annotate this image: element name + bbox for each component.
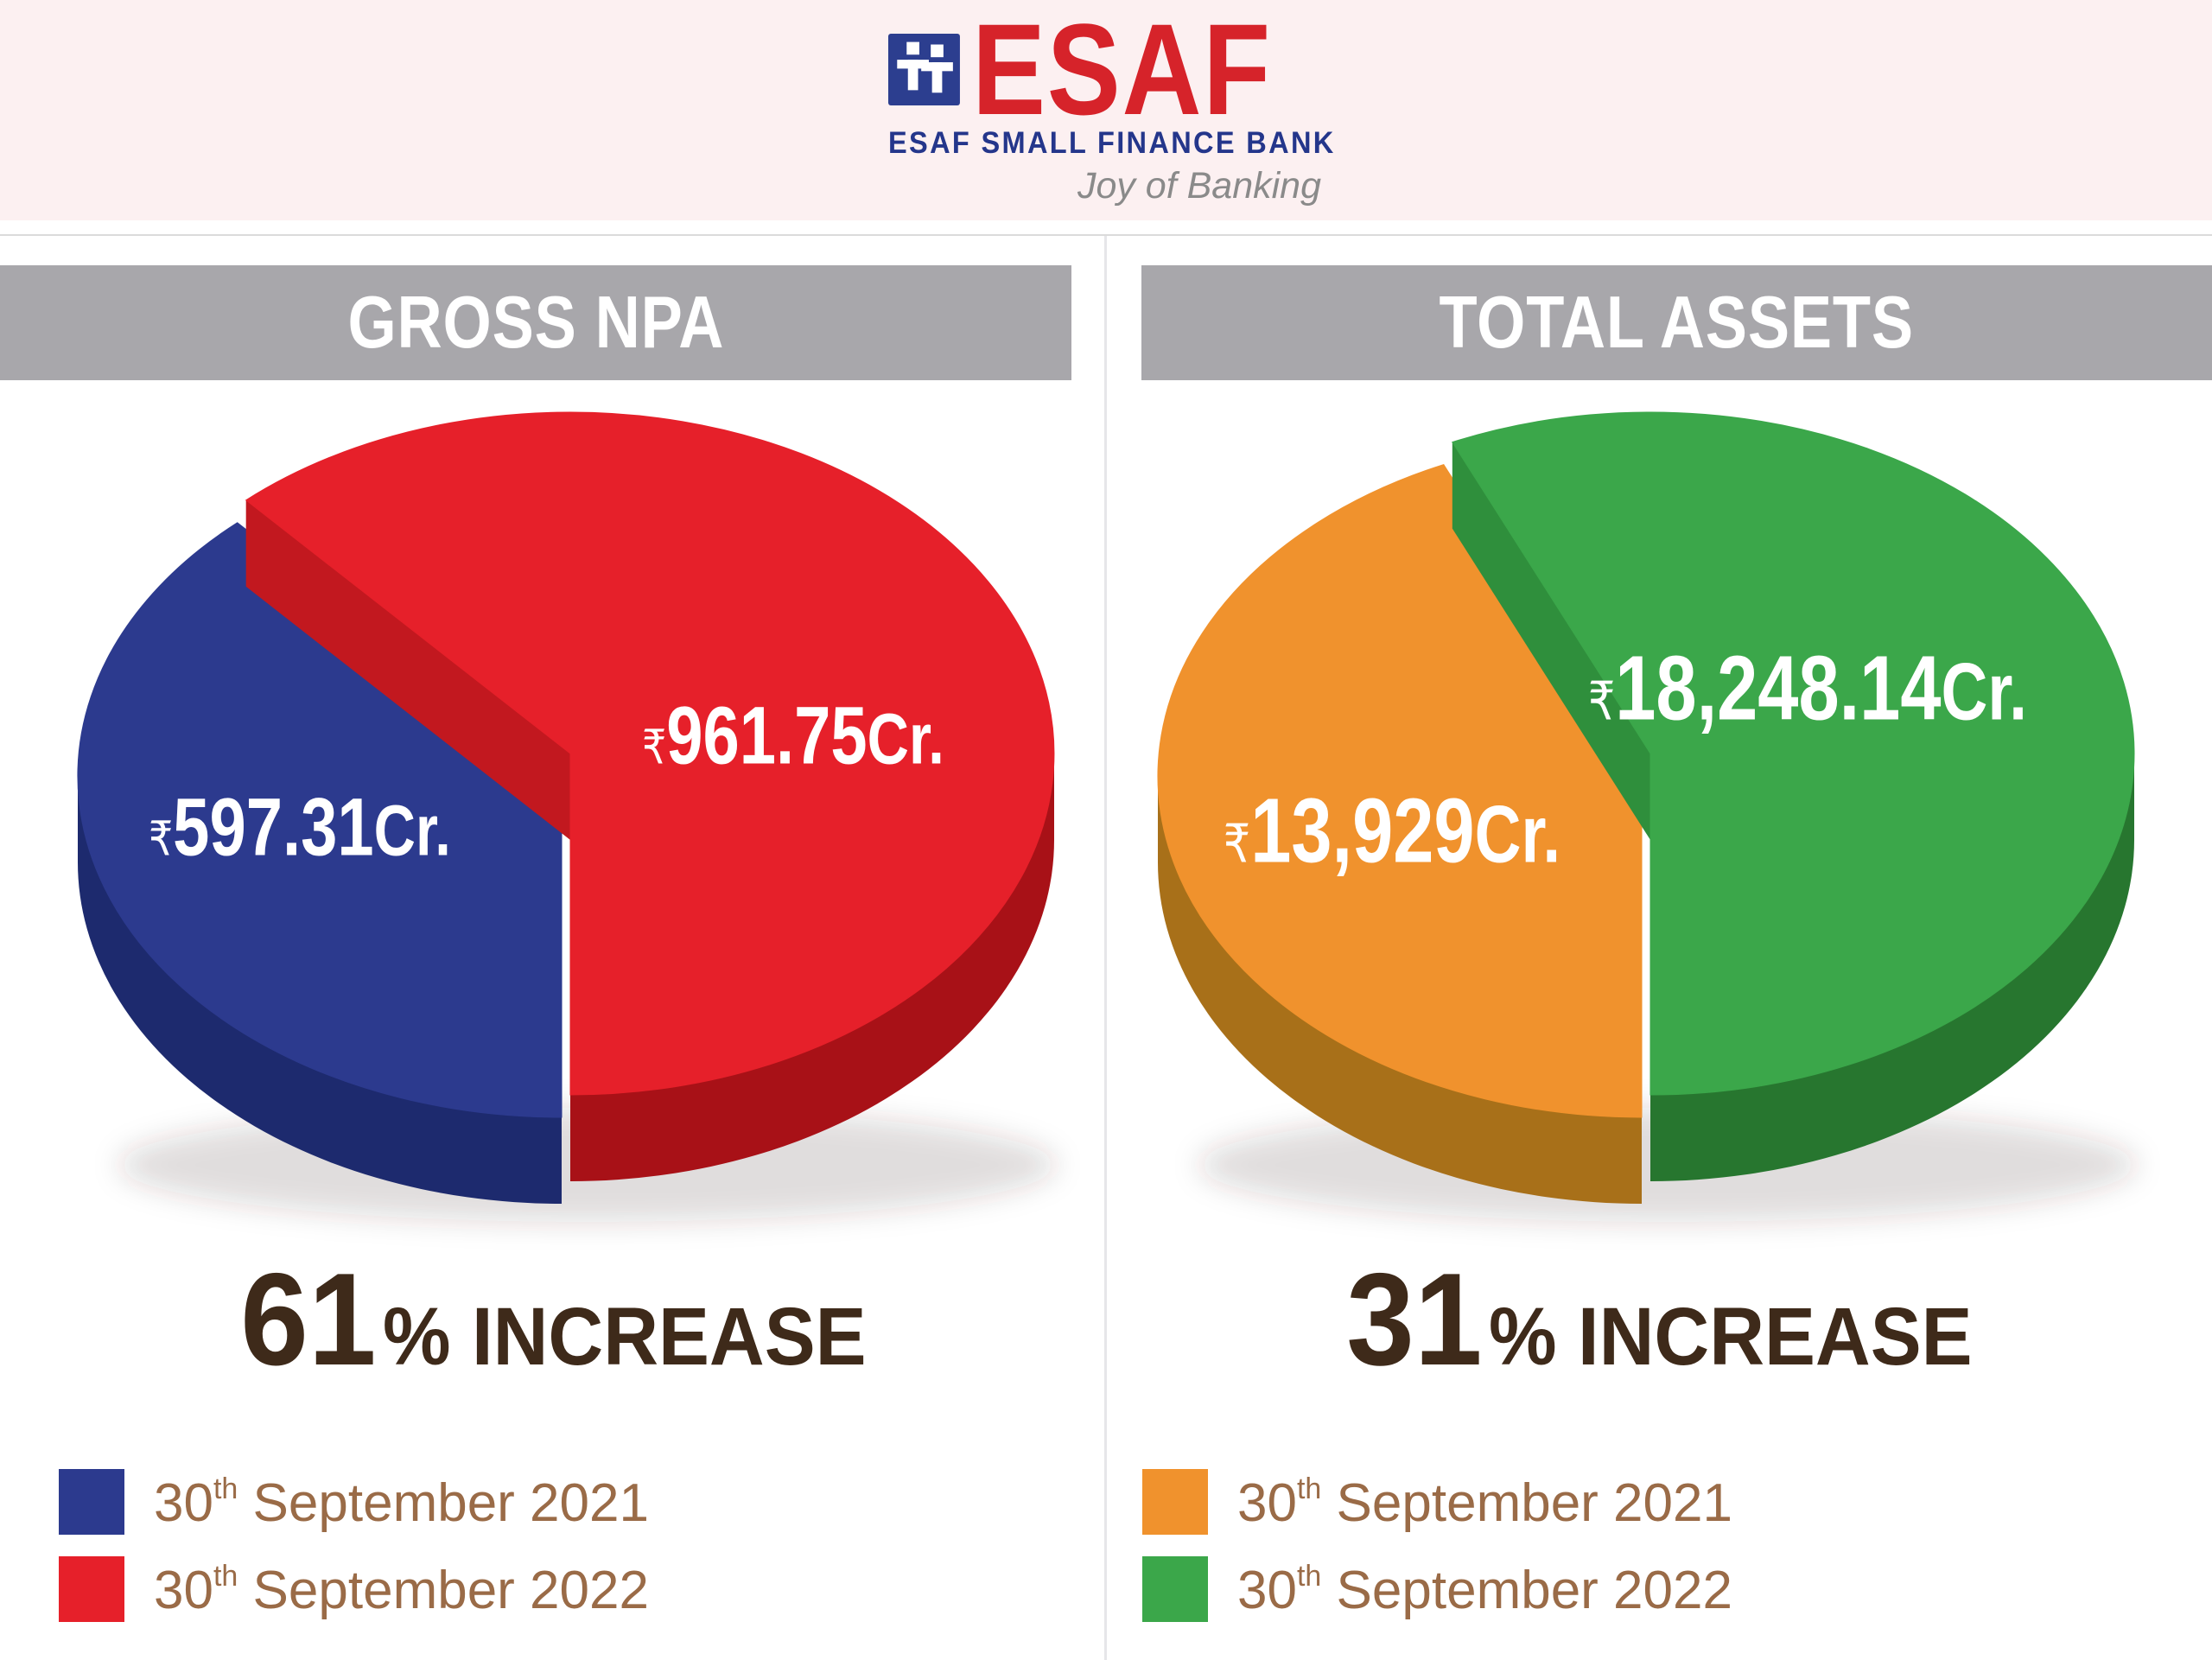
increase-value: 31 bbox=[1345, 1246, 1483, 1393]
rupee-icon: ₹ bbox=[642, 719, 667, 775]
bank-name: ESAF SMALL FINANCE BANK bbox=[888, 126, 1336, 160]
total-assets-title: TOTAL ASSETS bbox=[1439, 281, 1915, 364]
rupee-icon: ₹ bbox=[149, 811, 174, 867]
legend-label: 30th September 2021 bbox=[1237, 1472, 1732, 1533]
legend-swatch-2021-blue bbox=[59, 1469, 124, 1535]
gross-npa-2022-value-label: ₹961.75Cr. bbox=[642, 690, 944, 782]
legend-item: 30th September 2021 bbox=[1142, 1469, 1732, 1535]
legend-item: 30th September 2021 bbox=[59, 1469, 649, 1535]
brand-wordmark: ESAF bbox=[971, 0, 1272, 142]
esaf-logo-icon bbox=[888, 34, 960, 105]
increase-value: 61 bbox=[239, 1246, 377, 1393]
total-assets-2022-value-label: ₹18,248.14Cr. bbox=[1587, 637, 2028, 740]
gross-npa-2021-value-label: ₹597.31Cr. bbox=[149, 781, 451, 874]
gross-npa-title: GROSS NPA bbox=[347, 281, 724, 364]
total-assets-increase: 31% INCREASE bbox=[1106, 1244, 2212, 1396]
pie-slice bbox=[1452, 411, 2135, 1181]
pie-slice bbox=[245, 411, 1055, 1181]
total-assets-2021-value-label: ₹13,929Cr. bbox=[1223, 779, 1561, 882]
legend-label: 30th September 2021 bbox=[154, 1472, 649, 1533]
legend-label: 30th September 2022 bbox=[154, 1559, 649, 1620]
legend-label: 30th September 2022 bbox=[1237, 1559, 1732, 1620]
header-separator-line bbox=[0, 234, 2212, 236]
increase-suffix: % INCREASE bbox=[382, 1291, 867, 1383]
legend-swatch-2022-green bbox=[1142, 1556, 1208, 1622]
gross-npa-increase: 61% INCREASE bbox=[0, 1244, 1106, 1396]
gross-npa-title-bar: GROSS NPA bbox=[0, 265, 1071, 380]
person-figure-right bbox=[921, 44, 953, 93]
esaf-logo: ESAF ESAF SMALL FINANCE BANK Joy of Bank… bbox=[888, 0, 1336, 207]
tagline: Joy of Banking bbox=[1077, 165, 1321, 207]
logo-row: ESAF bbox=[888, 0, 1325, 142]
panel-divider bbox=[1104, 236, 1107, 1660]
legend-item: 30th September 2022 bbox=[59, 1556, 649, 1622]
header-band bbox=[0, 0, 2212, 220]
legend-item: 30th September 2022 bbox=[1142, 1556, 1732, 1622]
total-assets-title-bar: TOTAL ASSETS bbox=[1141, 265, 2212, 380]
increase-suffix: % INCREASE bbox=[1488, 1291, 1973, 1383]
rupee-icon: ₹ bbox=[1223, 813, 1251, 875]
person-figure-left bbox=[897, 41, 929, 91]
rupee-icon: ₹ bbox=[1587, 671, 1616, 733]
legend-swatch-2022-red bbox=[59, 1556, 124, 1622]
legend-swatch-2021-orange bbox=[1142, 1469, 1208, 1535]
